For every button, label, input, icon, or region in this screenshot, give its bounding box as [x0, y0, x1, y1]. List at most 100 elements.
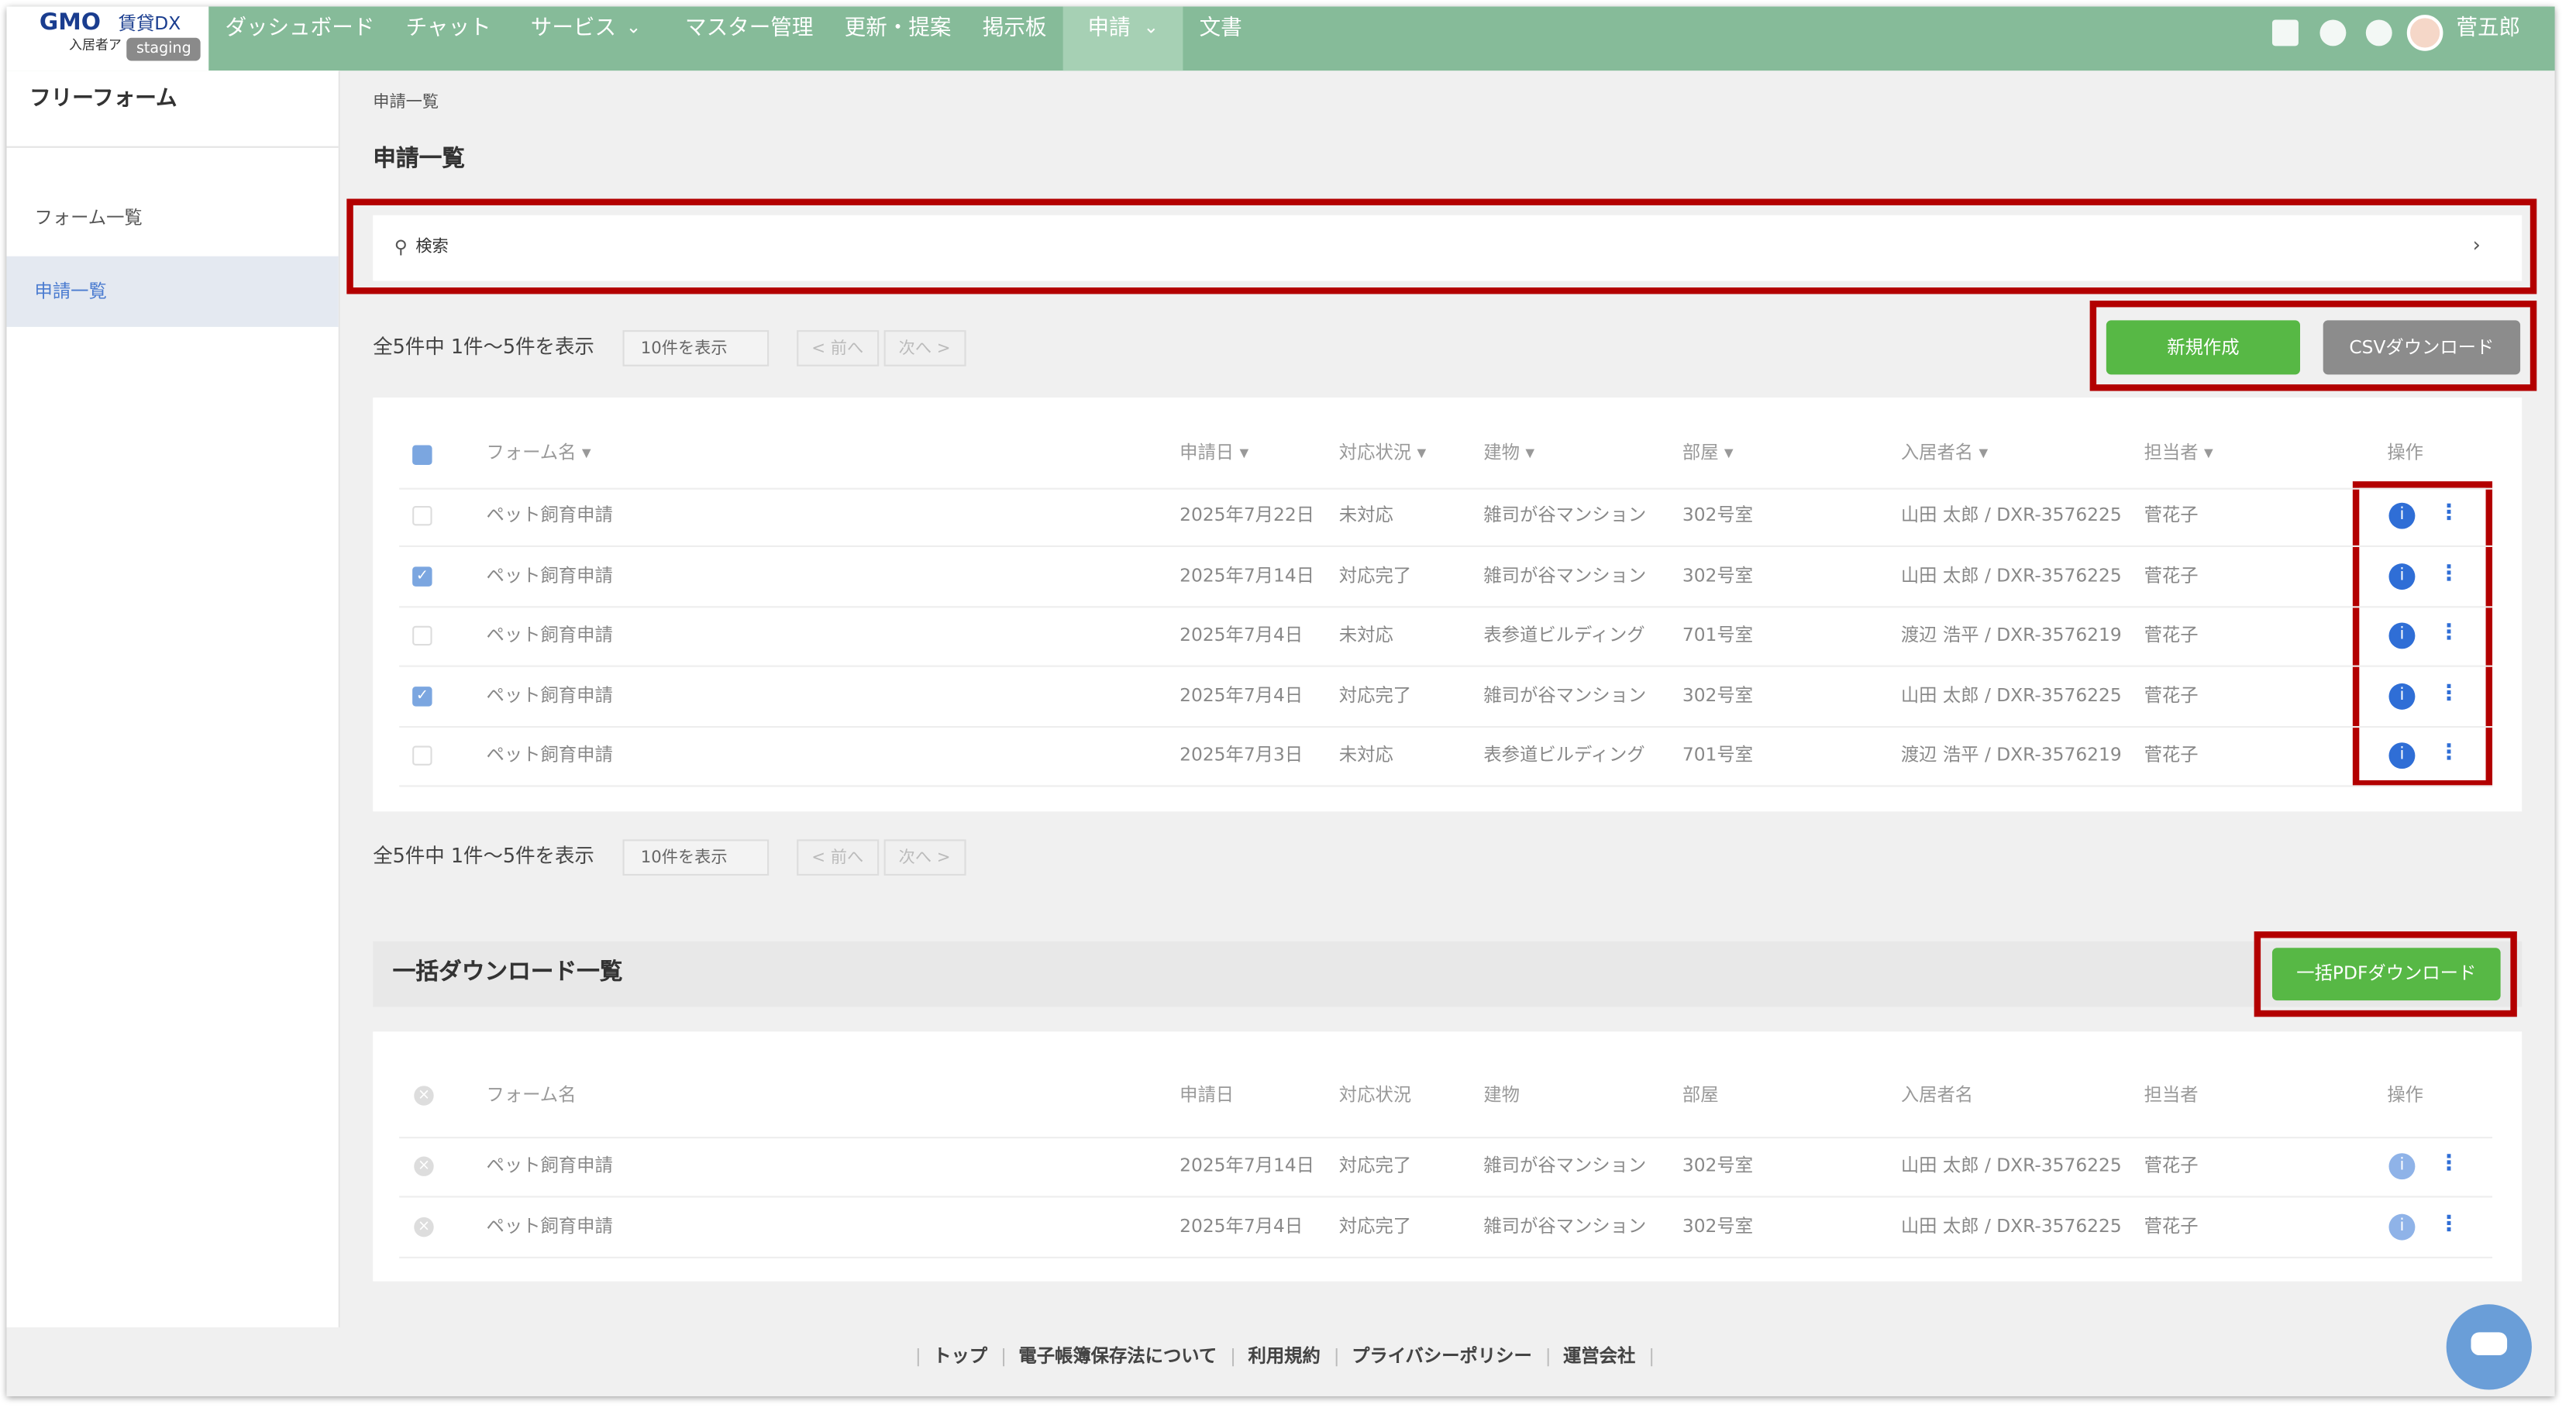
search-chevron: ›	[2472, 233, 2481, 256]
info-button[interactable]: i	[2388, 742, 2416, 769]
footer-sep: |	[1230, 1345, 1237, 1367]
footer-link[interactable]: 利用規約	[1248, 1345, 1321, 1367]
user-name[interactable]: 菅五郎	[2456, 16, 2521, 41]
nav-active	[1062, 6, 1183, 71]
search-box[interactable]	[373, 215, 2523, 281]
column-header[interactable]: 担当者	[2144, 1084, 2199, 1106]
nav-item[interactable]: 申請	[1087, 16, 1131, 41]
create-button[interactable]: 新規作成	[2106, 320, 2300, 375]
header-icon[interactable]	[2319, 19, 2347, 46]
footer-link[interactable]: 電子帳簿保存法について	[1018, 1345, 1217, 1367]
page-title: 申請一覧	[373, 146, 465, 173]
column-header[interactable]: 入居者名 ▾	[1900, 442, 1989, 463]
cell: ペット飼育申請	[486, 504, 613, 526]
nav-item[interactable]: チャット	[405, 16, 491, 41]
select-all[interactable]	[412, 445, 432, 465]
header-icon[interactable]	[2365, 19, 2392, 46]
header-icon[interactable]	[2271, 19, 2299, 46]
row-checkbox[interactable]	[412, 745, 432, 766]
cell: 2025年7月3日	[1180, 744, 1303, 766]
info-button[interactable]: i	[2388, 502, 2416, 529]
column-header[interactable]: 入居者名	[1900, 1084, 1974, 1106]
column-header[interactable]: 申請日	[1180, 1084, 1235, 1106]
nav-item[interactable]: 更新・提案	[844, 16, 952, 41]
column-header[interactable]: 建物	[1483, 1084, 1520, 1106]
prev-button[interactable]: < 前へ	[797, 839, 879, 876]
cell: ペット飼育申請	[486, 744, 613, 766]
cell: 菅花子	[2144, 1155, 2199, 1176]
more-button[interactable]: ⋮	[2438, 560, 2460, 586]
logo-sub2: 入居者ア	[69, 37, 122, 53]
csv-button[interactable]: CSVダウンロード	[2323, 320, 2521, 375]
remove-icon[interactable]: ×	[414, 1086, 434, 1106]
cell: ペット飼育申請	[486, 624, 613, 646]
info-button[interactable]: i	[2388, 682, 2416, 709]
footer-link[interactable]: 運営会社	[1563, 1345, 1636, 1367]
cell: 対応完了	[1338, 1214, 1412, 1237]
logo: GMO	[39, 9, 102, 36]
cell: 2025年7月22日	[1180, 504, 1314, 526]
column-header[interactable]: フォーム名	[486, 1084, 577, 1106]
more-button[interactable]: ⋮	[2438, 1211, 2460, 1237]
sidebar-item[interactable]: 申請一覧	[34, 281, 107, 303]
column-header[interactable]: 対応状況	[1338, 1084, 1412, 1106]
cell: 302号室	[1682, 564, 1754, 586]
cell: 2025年7月14日	[1180, 564, 1314, 586]
footer-sep: |	[1648, 1345, 1655, 1367]
nav-item[interactable]: マスター管理	[685, 16, 814, 41]
nav-chevron: ⌄	[1143, 16, 1159, 38]
cell: 未対応	[1338, 624, 1393, 646]
avatar[interactable]	[2406, 15, 2443, 51]
search-label[interactable]: 検索	[415, 238, 449, 256]
footer-sep: |	[1333, 1345, 1340, 1367]
nav-item[interactable]: サービス	[530, 16, 617, 41]
row-checkbox[interactable]: ✓	[412, 686, 432, 706]
info-button[interactable]: i	[2388, 1213, 2416, 1240]
more-button[interactable]: ⋮	[2438, 1151, 2460, 1176]
row-checkbox[interactable]: ✓	[412, 566, 432, 586]
bulk-pdf-button[interactable]: 一括PDFダウンロード	[2271, 948, 2501, 1001]
remove-icon[interactable]: ×	[414, 1216, 434, 1237]
nav-item[interactable]: 文書	[1199, 16, 1242, 41]
per-page-select[interactable]: 10件を表示	[622, 839, 770, 876]
more-button[interactable]: ⋮	[2438, 621, 2460, 646]
sidebar-item[interactable]: フォーム一覧	[34, 207, 143, 229]
info-button[interactable]: i	[2388, 1153, 2416, 1180]
column-header[interactable]: 部屋 ▾	[1682, 442, 1734, 463]
row-checkbox[interactable]	[412, 505, 432, 526]
next-button[interactable]: 次へ >	[883, 839, 966, 876]
cell: 雑司が谷マンション	[1483, 683, 1647, 706]
row-divider	[399, 545, 2493, 547]
more-button[interactable]: ⋮	[2438, 501, 2460, 526]
more-button[interactable]: ⋮	[2438, 680, 2460, 706]
highlight	[2254, 931, 2517, 1017]
remove-icon[interactable]: ×	[414, 1156, 434, 1176]
row-divider	[399, 1255, 2493, 1258]
row-checkbox[interactable]	[412, 625, 432, 646]
nav-item[interactable]: 掲示板	[982, 16, 1047, 41]
row-divider	[399, 785, 2493, 787]
cell: 302号室	[1682, 1214, 1754, 1237]
footer-link[interactable]: トップ	[933, 1345, 988, 1367]
cell: 山田 太郎 / DXR-3576225	[1900, 683, 2122, 706]
info-button[interactable]: i	[2388, 563, 2416, 590]
row-divider	[399, 724, 2493, 728]
column-header[interactable]: 申請日 ▾	[1180, 442, 1249, 463]
bulk-card	[373, 1031, 2523, 1282]
per-page-select[interactable]: 10件を表示	[622, 330, 770, 367]
prev-button[interactable]: < 前へ	[797, 330, 879, 367]
info-button[interactable]: i	[2388, 622, 2416, 649]
nav-item[interactable]: ダッシュボード	[225, 16, 375, 41]
column-header[interactable]: 担当者 ▾	[2144, 442, 2213, 463]
cell: 表参道ビルディング	[1483, 624, 1645, 646]
cell: 2025年7月4日	[1180, 624, 1303, 646]
column-header[interactable]: 建物 ▾	[1483, 442, 1535, 463]
more-button[interactable]: ⋮	[2438, 741, 2460, 766]
column-header[interactable]: 対応状況 ▾	[1338, 442, 1427, 463]
bulk-bar	[373, 941, 2523, 1007]
column-header[interactable]: 部屋	[1682, 1084, 1719, 1106]
next-button[interactable]: 次へ >	[883, 330, 966, 367]
cell: 未対応	[1338, 504, 1393, 526]
column-header[interactable]: フォーム名 ▾	[486, 442, 591, 463]
footer-link[interactable]: プライバシーポリシー	[1352, 1345, 1532, 1367]
